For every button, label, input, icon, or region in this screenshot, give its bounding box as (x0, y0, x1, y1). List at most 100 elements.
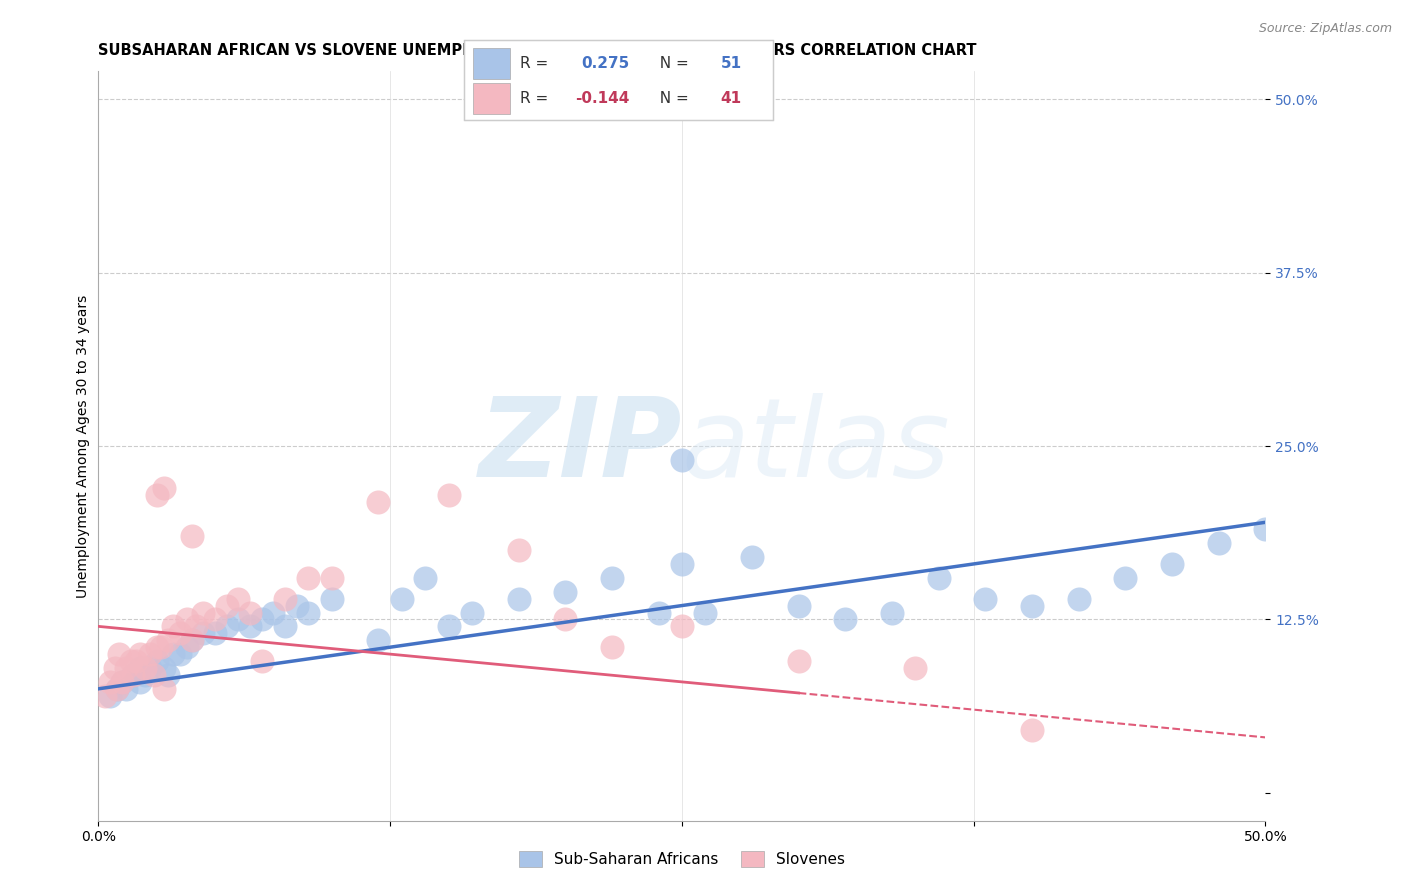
Point (787, 599, 810, 613)
Point (671, 619, 693, 633)
Point (193, 626, 215, 640)
Point (104, 661, 127, 675)
Point (321, 591, 343, 606)
Point (122, 668, 145, 682)
Text: R =: R = (520, 56, 558, 71)
Point (120, 654, 142, 668)
Point (297, 606, 319, 620)
Point (186, 619, 208, 633)
Point (437, 487, 460, 501)
Point (134, 661, 156, 675)
Point (152, 661, 174, 675)
Point (129, 661, 152, 675)
Point (122, 668, 145, 682)
Point (157, 668, 180, 682)
Point (391, 591, 413, 606)
Point (262, 606, 284, 620)
Point (671, 453, 693, 467)
Point (108, 647, 131, 661)
Point (1067, 591, 1090, 606)
Y-axis label: Unemployment Among Ages 30 to 34 years: Unemployment Among Ages 30 to 34 years (76, 294, 90, 598)
Point (228, 612, 250, 626)
Point (461, 606, 484, 620)
Point (367, 494, 389, 508)
Point (139, 647, 162, 661)
Point (1208, 536, 1230, 550)
Point (204, 626, 226, 640)
Point (250, 612, 273, 626)
Point (880, 606, 903, 620)
Text: 0.275: 0.275 (582, 56, 630, 71)
Point (647, 606, 669, 620)
Point (974, 591, 997, 606)
Point (600, 571, 623, 585)
Point (285, 599, 308, 613)
Point (180, 633, 202, 648)
Point (115, 661, 138, 675)
Text: atlas: atlas (682, 392, 950, 500)
Point (228, 591, 250, 606)
Text: N =: N = (650, 91, 693, 106)
Point (554, 584, 576, 599)
Point (152, 681, 174, 696)
Text: 41: 41 (721, 91, 742, 106)
Point (146, 487, 169, 501)
Point (1021, 599, 1043, 613)
FancyBboxPatch shape (474, 84, 510, 114)
Point (904, 661, 927, 675)
Point (741, 549, 763, 564)
Point (152, 481, 174, 495)
Point (239, 619, 262, 633)
Point (98, 674, 121, 689)
Point (180, 633, 202, 648)
Legend: Sub-Saharan Africans, Slovenes: Sub-Saharan Africans, Slovenes (513, 845, 851, 873)
Point (508, 591, 530, 606)
Point (508, 543, 530, 558)
Point (204, 612, 226, 626)
Point (162, 619, 184, 633)
Point (239, 606, 262, 620)
Text: -0.144: -0.144 (575, 91, 630, 106)
Point (94, 689, 117, 703)
Point (134, 668, 156, 682)
Text: Source: ZipAtlas.com: Source: ZipAtlas.com (1258, 22, 1392, 36)
Point (143, 668, 166, 682)
Point (297, 571, 319, 585)
Point (834, 612, 856, 626)
Text: ZIP: ZIP (478, 392, 682, 500)
Point (1021, 723, 1043, 738)
Text: N =: N = (650, 56, 693, 71)
Point (129, 674, 152, 689)
Point (928, 571, 950, 585)
Point (115, 681, 138, 696)
Point (321, 571, 343, 585)
Point (169, 626, 191, 640)
Point (695, 606, 717, 620)
Point (146, 640, 169, 655)
Point (554, 612, 576, 626)
Point (125, 654, 148, 668)
Point (215, 619, 238, 633)
Point (105, 681, 128, 696)
Point (1114, 571, 1136, 585)
Point (274, 591, 297, 606)
Point (1254, 522, 1277, 536)
Point (215, 599, 238, 613)
Point (274, 619, 297, 633)
Point (139, 661, 162, 675)
Point (367, 633, 389, 648)
Point (111, 674, 134, 689)
Text: 51: 51 (721, 56, 742, 71)
Point (157, 633, 180, 648)
Point (169, 647, 191, 661)
Point (146, 654, 169, 668)
Point (176, 640, 198, 655)
Point (129, 647, 152, 661)
Point (250, 654, 273, 668)
Point (176, 612, 198, 626)
Text: R =: R = (520, 91, 553, 106)
FancyBboxPatch shape (474, 48, 510, 78)
Point (193, 606, 215, 620)
Point (105, 681, 128, 696)
Point (413, 571, 436, 585)
